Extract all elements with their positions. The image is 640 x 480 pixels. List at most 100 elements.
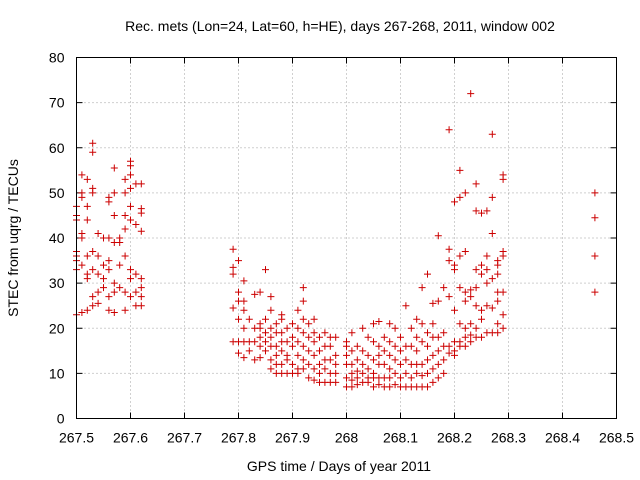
data-point [488,304,496,312]
data-point [364,333,372,341]
data-point [251,356,259,364]
data-point [256,288,264,296]
data-point [483,279,491,287]
data-point [332,369,340,377]
data-point [456,193,464,201]
data-point [370,356,377,364]
data-point [127,275,134,283]
data-point [429,320,437,328]
data-point [418,338,426,346]
data-point [434,374,442,382]
data-point [278,347,286,355]
data-point [488,229,496,237]
x-tick-label: 268.5 [599,430,634,446]
data-point [380,360,388,368]
data-point [105,293,113,301]
data-point [127,293,134,301]
data-point [370,320,377,328]
data-point [418,372,426,380]
data-point [229,270,237,278]
y-tick-label: 40 [49,230,65,246]
data-point [499,171,507,179]
data-point [321,365,329,373]
data-point [100,284,107,292]
data-point [110,288,118,296]
data-point [499,311,507,319]
data-point [478,315,485,323]
data-point [461,248,469,256]
data-point [359,324,367,332]
data-point [348,376,356,384]
data-point [262,338,269,346]
data-point [94,229,102,237]
data-point [353,374,361,382]
data-point [100,275,107,283]
data-point [494,329,502,337]
data-point [467,320,475,328]
data-point [310,365,318,373]
data-point [116,284,124,292]
data-point [235,288,242,296]
data-point [116,234,124,242]
data-point [256,320,264,328]
data-point [483,207,491,215]
data-point [397,347,404,355]
data-points [73,90,599,391]
data-point [397,374,404,382]
data-point [127,171,134,179]
data-point [121,225,129,233]
data-point [591,252,599,260]
data-point [488,193,496,201]
data-point [413,369,421,377]
data-point [424,383,431,391]
data-point [370,383,377,391]
data-point [402,302,410,310]
data-point [445,126,453,134]
data-point [494,320,502,328]
data-point [353,381,361,389]
data-point [332,351,340,359]
data-point [299,315,307,323]
data-point [94,252,102,260]
data-point [467,338,475,346]
data-point [353,342,361,350]
data-point [310,376,318,384]
data-point [310,351,318,359]
y-tick-label: 80 [49,50,65,66]
data-point [434,347,442,355]
data-point [467,331,475,339]
data-point [121,175,129,183]
data-point [110,211,118,219]
data-point [78,171,86,179]
data-point [294,306,302,314]
data-point [316,369,323,377]
data-point [488,275,496,283]
data-point [235,315,242,323]
data-point [348,383,356,391]
y-tick-label: 50 [49,185,65,201]
data-point [78,189,86,197]
data-point [402,369,410,377]
x-tick-label: 268.3 [491,430,526,446]
data-point [262,266,269,274]
data-point [370,338,377,346]
x-tick-label: 268.4 [545,430,580,446]
data-point [591,288,599,296]
data-point [467,293,475,301]
data-point [105,193,113,201]
data-point [407,342,415,350]
data-point [89,266,97,274]
data-point [299,365,307,373]
x-tick-label: 267.6 [113,430,148,446]
plot-frame [76,57,617,419]
data-point [488,130,496,138]
data-point [121,211,129,219]
data-point [456,338,464,346]
data-point [440,329,448,337]
data-point [272,351,280,359]
data-point [78,261,86,269]
data-point [83,306,91,314]
data-point [137,302,145,310]
data-point [343,374,350,382]
